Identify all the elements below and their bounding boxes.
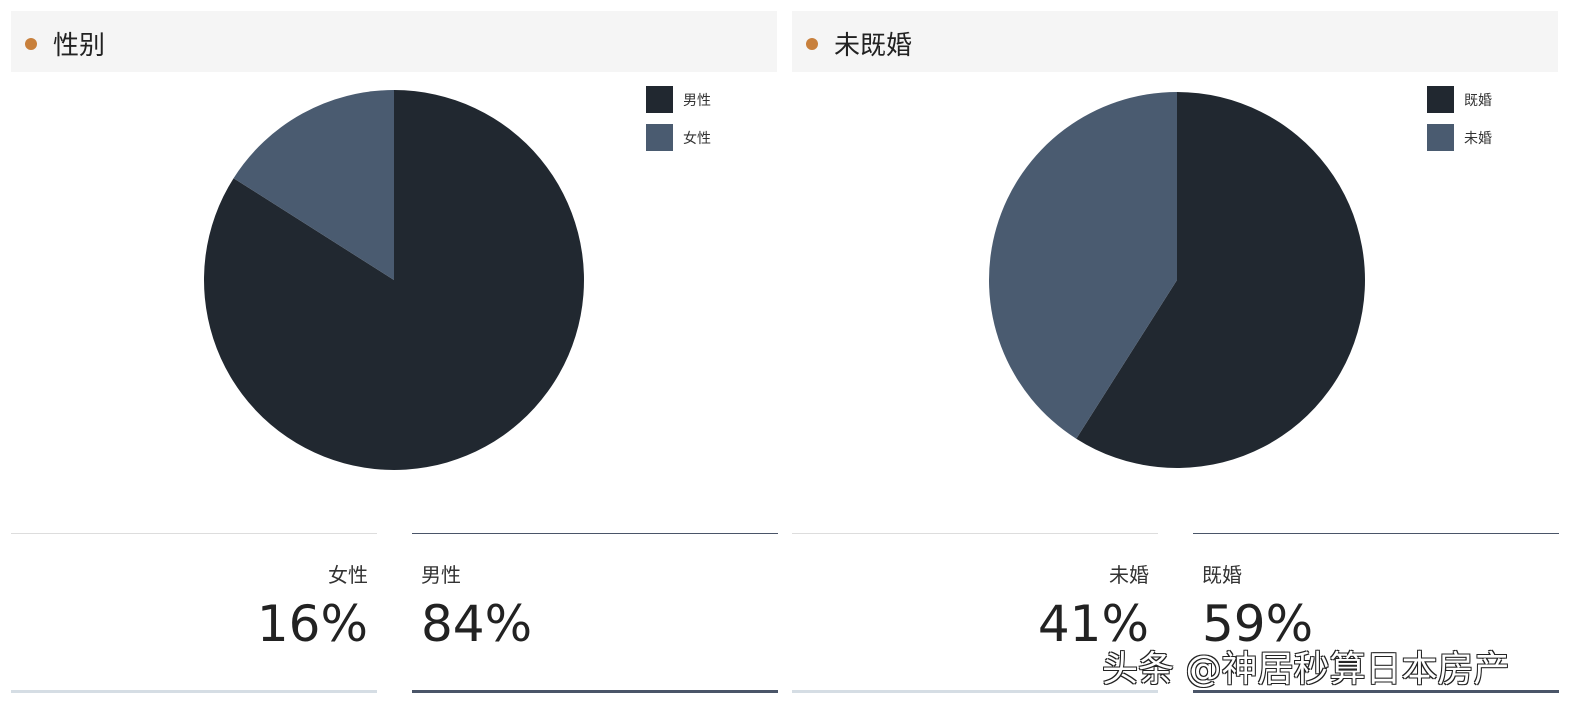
panel-header: 未既婚: [792, 11, 1558, 72]
stat-box: 男性 84%: [412, 533, 778, 693]
stat-value: 84%: [421, 595, 533, 653]
stat-value: 59%: [1202, 595, 1314, 653]
pie-slice-既婚[interactable]: [1076, 92, 1365, 468]
stat-label: 既婚: [1202, 563, 1242, 587]
legend-label: 男性: [683, 92, 711, 109]
watermark: 头条 @神居秒算日本房产: [1102, 649, 1510, 690]
stat-label: 男性: [421, 563, 461, 587]
stat-label: 未婚: [1109, 563, 1149, 587]
stat-label: 女性: [328, 563, 368, 587]
pie-slice-女性[interactable]: [233, 90, 394, 280]
legend-label: 女性: [683, 130, 711, 147]
stat-value: 16%: [256, 595, 368, 653]
marital-panel: 未既婚 既婚 未婚 未婚 41% 既婚 59%: [792, 11, 1559, 701]
legend-item[interactable]: 男性: [646, 86, 711, 113]
gender-panel: 性别 男性 女性 女性 16% 男性 84%: [11, 11, 778, 701]
legend-label: 既婚: [1464, 92, 1492, 109]
pie-chart: [989, 92, 1365, 468]
legend-item[interactable]: 未婚: [1427, 124, 1492, 151]
legend-label: 未婚: [1464, 130, 1492, 147]
pie-slice-未婚[interactable]: [989, 92, 1177, 439]
stat-box: 未婚 41%: [792, 533, 1158, 693]
legend-item[interactable]: 既婚: [1427, 86, 1492, 113]
legend-swatch: [1427, 86, 1454, 113]
chart-title: 性别: [53, 31, 106, 61]
stat-box: 既婚 59%: [1193, 533, 1559, 693]
legend-swatch: [1427, 124, 1454, 151]
stat-value: 41%: [1037, 595, 1149, 653]
panel-header: 性别: [11, 11, 777, 72]
chart-title: 未既婚: [834, 31, 913, 61]
legend-swatch: [646, 86, 673, 113]
legend-swatch: [646, 124, 673, 151]
pie-chart: [204, 90, 584, 470]
bullet-icon: [25, 38, 37, 50]
stat-box: 女性 16%: [11, 533, 377, 693]
legend-item[interactable]: 女性: [646, 124, 711, 151]
bullet-icon: [806, 38, 818, 50]
